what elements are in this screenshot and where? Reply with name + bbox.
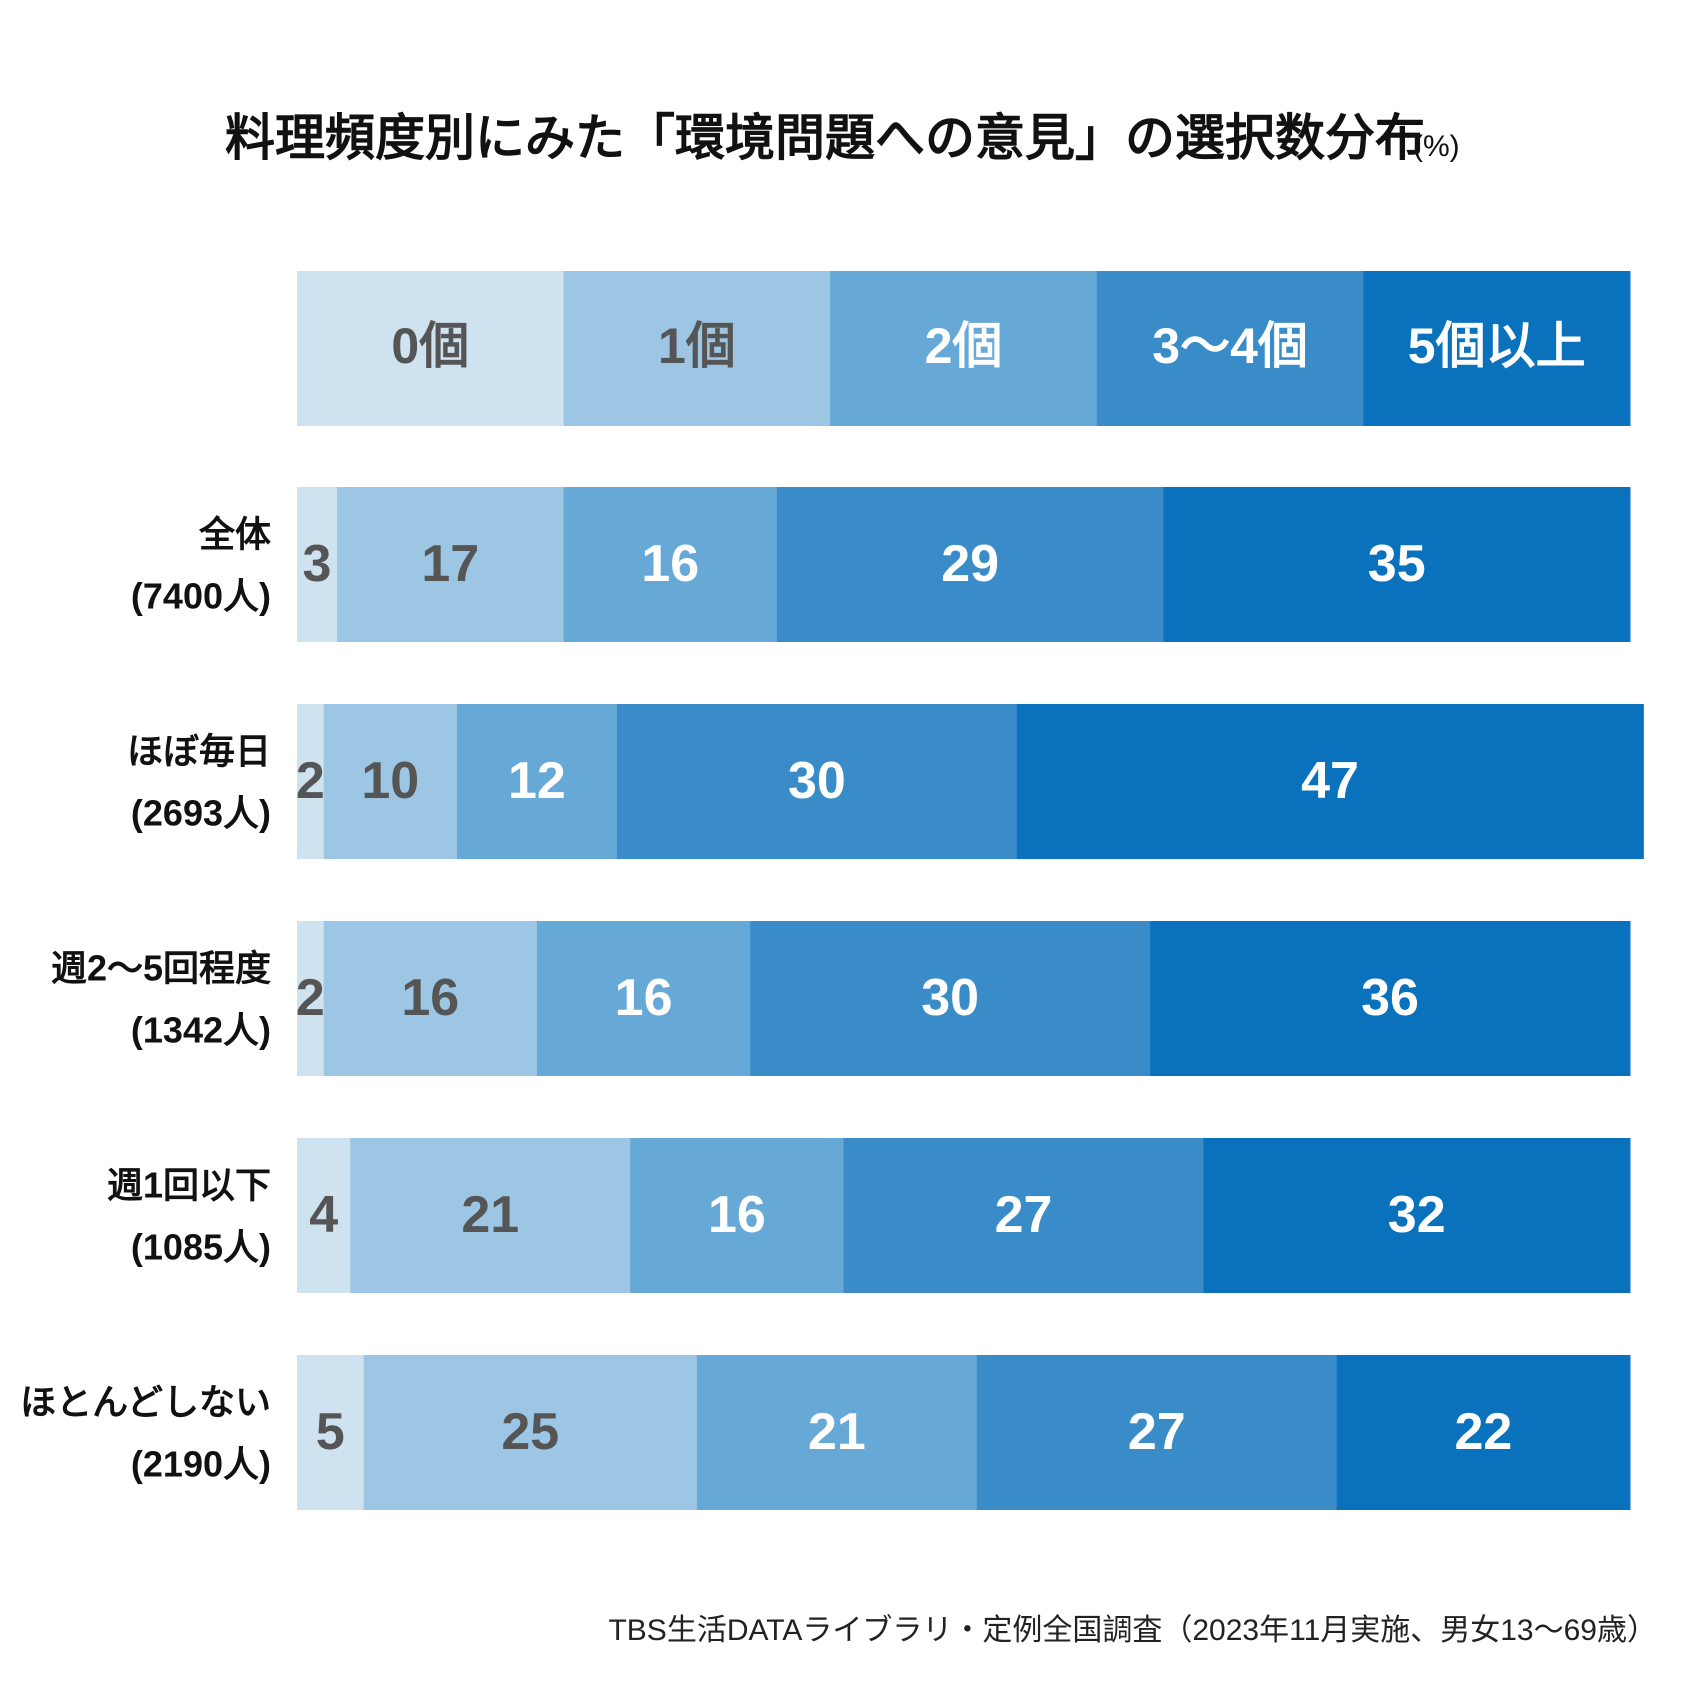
bar-segment	[297, 921, 325, 1076]
value-label: 21	[808, 1403, 866, 1461]
bar-segment	[776, 487, 1164, 642]
value-label: 16	[641, 535, 699, 593]
value-label: 10	[361, 752, 419, 810]
bar-segment	[363, 1355, 698, 1510]
bar-segment	[696, 1355, 978, 1510]
value-label: 29	[941, 535, 999, 593]
bar-segment	[1163, 487, 1631, 642]
legend-label: 2個	[925, 318, 1003, 374]
bar-segment	[536, 921, 751, 1076]
value-label: 36	[1361, 969, 1419, 1027]
legend-label: 0個	[391, 318, 469, 374]
category-label: ほとんどしない	[20, 1382, 271, 1423]
value-label: 25	[501, 1403, 559, 1461]
value-label: 30	[921, 969, 979, 1027]
value-label: 30	[788, 752, 846, 810]
bar-segment	[616, 704, 1018, 859]
legend-swatch	[830, 271, 1098, 426]
value-label: 16	[708, 1186, 766, 1244]
bar-segment	[456, 704, 618, 859]
bar-segment	[297, 1355, 365, 1510]
value-label: 16	[401, 969, 459, 1027]
legend-label: 1個	[658, 318, 736, 374]
bar-segment	[1016, 704, 1644, 859]
category-label: (1342人)	[131, 1010, 271, 1051]
bar-segment	[843, 1138, 1204, 1293]
value-label: 12	[508, 752, 566, 810]
category-label: 週2〜5回程度	[51, 948, 271, 989]
category-label: 全体	[198, 514, 271, 555]
value-label: 17	[421, 535, 479, 593]
bar-segment	[297, 1138, 351, 1293]
value-label: 27	[1128, 1403, 1186, 1461]
bar-segment	[297, 487, 338, 642]
chart-title: 料理頻度別にみた「環境問題への意見」の選択数分布	[225, 110, 1425, 166]
bar-segment	[297, 704, 325, 859]
legend-label: 5個以上	[1408, 318, 1586, 374]
value-label: 4	[309, 1186, 338, 1244]
bar-segment	[563, 487, 778, 642]
bar-segment	[1150, 921, 1631, 1076]
value-label: 35	[1368, 535, 1426, 593]
bar-segment	[350, 1138, 631, 1293]
bar-segment	[1336, 1355, 1631, 1510]
value-label: 3	[303, 535, 332, 593]
value-label: 21	[461, 1186, 519, 1244]
bar-segment	[323, 704, 458, 859]
value-label: 2	[296, 969, 325, 1027]
bar-segment	[1203, 1138, 1631, 1293]
category-label: (2190人)	[131, 1444, 271, 1485]
legend-label: 3〜4個	[1152, 318, 1308, 374]
value-label: 16	[615, 969, 673, 1027]
value-label: 22	[1454, 1403, 1512, 1461]
category-label: ほぼ毎日	[127, 731, 271, 772]
legend-swatch	[563, 271, 831, 426]
category-label: 週1回以下	[107, 1165, 271, 1206]
value-label: 27	[995, 1186, 1053, 1244]
legend-swatch	[1363, 271, 1631, 426]
source-note: TBS生活DATAライブラリ・定例全国調査（2023年11月実施、男女13〜69…	[608, 1614, 1657, 1647]
bar-segment	[750, 921, 1151, 1076]
value-label: 5	[316, 1403, 345, 1461]
bar-segment	[336, 487, 565, 642]
value-label: 47	[1301, 752, 1359, 810]
value-label: 2	[296, 752, 325, 810]
legend-swatch	[297, 271, 565, 426]
category-label: (1085人)	[131, 1227, 271, 1268]
category-label: (2693人)	[131, 793, 271, 834]
unit-label: (%)	[1413, 130, 1460, 163]
value-label: 32	[1388, 1186, 1446, 1244]
legend-swatch	[1096, 271, 1364, 426]
category-label: (7400人)	[131, 576, 271, 617]
bar-segment	[976, 1355, 1338, 1510]
bar-segment	[323, 921, 538, 1076]
bar-segment	[630, 1138, 845, 1293]
